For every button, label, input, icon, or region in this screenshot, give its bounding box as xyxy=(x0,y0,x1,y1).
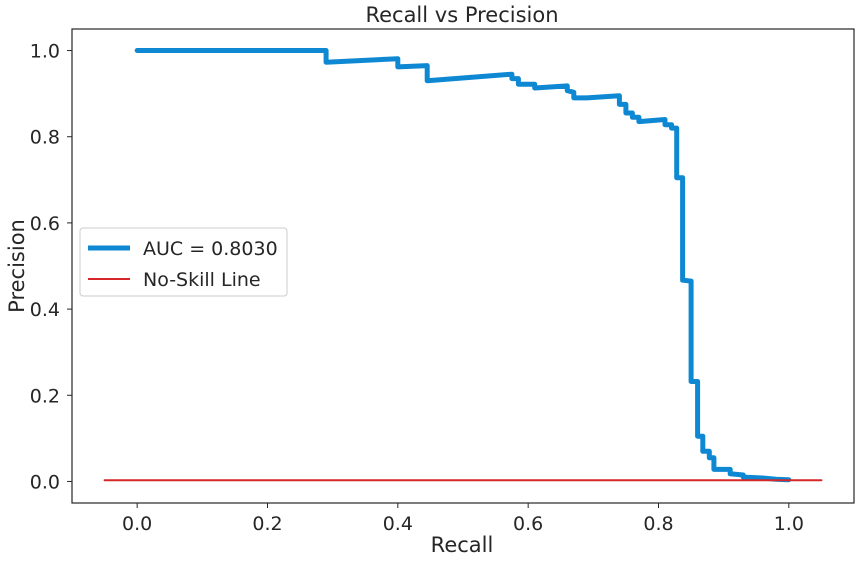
legend-box xyxy=(79,227,288,297)
y-tick-label: 0.0 xyxy=(30,471,60,493)
x-axis-ticks: 0.0 0.2 0.4 0.6 0.8 1.0 xyxy=(122,503,804,535)
legend-label-no-skill: No-Skill Line xyxy=(143,269,261,291)
y-tick-label: 0.8 xyxy=(30,127,60,149)
y-tick-label: 0.6 xyxy=(30,213,60,235)
x-tick-label: 0.8 xyxy=(643,513,673,535)
chart-title: Recall vs Precision xyxy=(365,3,558,27)
x-tick-label: 0.4 xyxy=(383,513,413,535)
legend: AUC = 0.8030 No-Skill Line xyxy=(79,227,288,297)
y-axis-label: Precision xyxy=(5,219,29,313)
x-tick-label: 0.2 xyxy=(252,513,282,535)
plot-area-frame xyxy=(71,28,855,504)
y-axis-ticks: 0.0 0.2 0.4 0.6 0.8 1.0 xyxy=(30,41,72,493)
pr-curve-line xyxy=(134,48,792,483)
y-tick-label: 0.2 xyxy=(30,385,60,407)
series-layer xyxy=(103,48,823,483)
legend-label-auc: AUC = 0.8030 xyxy=(143,238,278,260)
x-tick-label: 0.6 xyxy=(513,513,543,535)
y-tick-label: 1.0 xyxy=(30,41,60,63)
x-tick-label: 0.0 xyxy=(122,513,152,535)
x-tick-label: 1.0 xyxy=(774,513,804,535)
x-axis-label: Recall xyxy=(431,533,494,557)
y-tick-label: 0.4 xyxy=(30,299,60,321)
